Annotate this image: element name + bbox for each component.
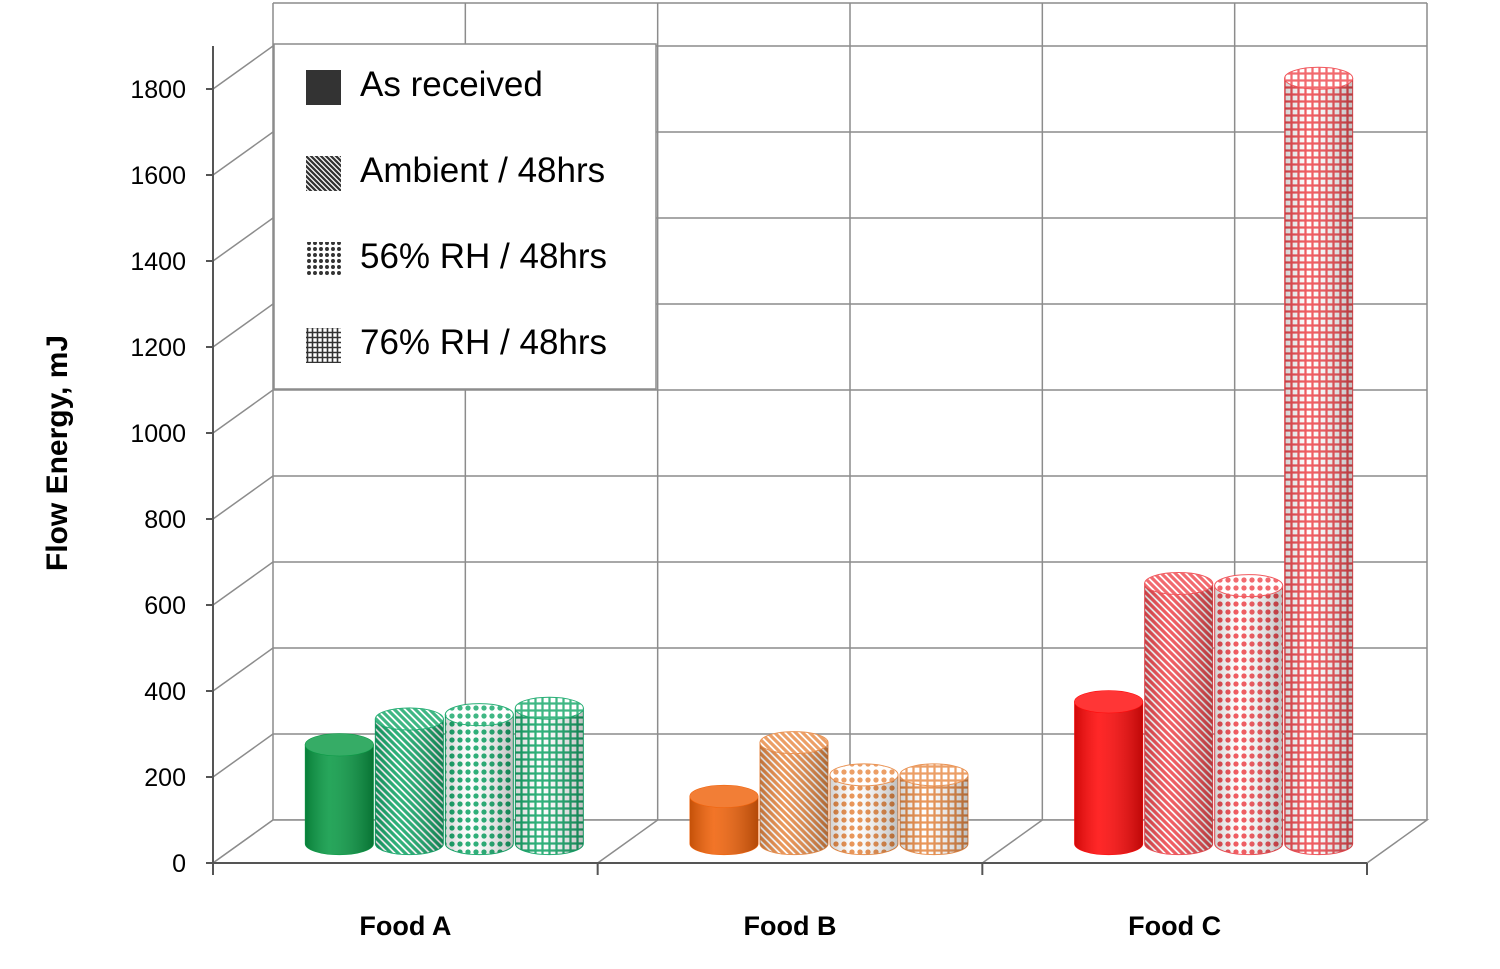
floor-divider <box>597 819 659 864</box>
bar-top <box>514 696 584 720</box>
bar-shade <box>690 796 758 855</box>
y-tick-label: 0 <box>172 850 186 878</box>
bar-top <box>374 707 444 731</box>
bar-top <box>689 784 759 808</box>
bar-shade <box>760 742 828 855</box>
bar-shade <box>900 774 968 855</box>
legend-label: As received <box>360 65 543 104</box>
bar-shade <box>305 744 374 855</box>
bar-cylinder <box>899 763 969 856</box>
y-tick-label: 1600 <box>130 162 186 190</box>
bar-shade <box>515 708 584 855</box>
gridline-side <box>212 389 274 434</box>
bar-shade <box>1074 701 1143 855</box>
bar-cylinder <box>759 731 829 856</box>
bar-top <box>899 763 969 787</box>
bar-cylinder <box>444 703 514 856</box>
bar-cylinder <box>1074 690 1144 856</box>
y-axis-title: Flow Energy, mJ <box>41 335 74 571</box>
bar-cylinder <box>374 707 444 856</box>
chart-labels: 0 200 400 600 800 1000 1200 1400 1600 1800 Food A F… <box>41 76 1221 941</box>
bar-top <box>1074 690 1144 714</box>
bar-top-highlight <box>515 697 584 720</box>
chart-bars <box>304 66 1354 856</box>
legend-label: Ambient / 48hrs <box>360 151 605 190</box>
y-tick-label: 800 <box>144 506 186 534</box>
chart-legend: As received Ambient / 48hrs 56% RH / 48hrs… <box>273 43 657 390</box>
bar-top <box>829 763 899 787</box>
y-tick-label: 1200 <box>130 334 186 362</box>
bar-top <box>1214 574 1284 598</box>
bar-shade <box>1214 585 1283 855</box>
gridline-side <box>212 561 274 606</box>
bar-cylinder <box>1144 572 1214 856</box>
floor-divider <box>981 819 1043 864</box>
gridline-side <box>212 217 274 262</box>
bar-cylinder <box>304 733 374 856</box>
y-tick-label: 600 <box>144 592 186 620</box>
gridline-side <box>212 45 274 90</box>
bar-top <box>759 731 829 755</box>
gridline-side <box>212 303 274 348</box>
gridline-side <box>212 733 274 778</box>
chart-axes <box>206 46 1368 875</box>
bar-shade <box>1144 583 1213 855</box>
bar-top-highlight <box>305 733 374 756</box>
x-category-label: Food B <box>744 911 837 941</box>
bar-top-highlight <box>830 763 898 786</box>
bar-cylinder <box>1284 66 1354 856</box>
bar-shade <box>445 714 514 855</box>
x-category-label: Food C <box>1128 911 1221 941</box>
gridline-side <box>212 475 274 520</box>
bar-top-highlight <box>1144 572 1213 595</box>
bar-top <box>444 703 514 727</box>
gridline-side <box>212 647 274 692</box>
bar-top <box>304 733 374 757</box>
legend-swatch <box>306 156 341 191</box>
bar-top-highlight <box>1214 574 1283 597</box>
bar-top-highlight <box>445 703 514 726</box>
bar-top-highlight <box>1074 690 1143 713</box>
bar-top <box>1144 572 1214 595</box>
bar-top-highlight <box>375 707 444 730</box>
bar-cylinder <box>829 763 899 856</box>
legend-label: 56% RH / 48hrs <box>360 237 607 276</box>
bar-shade <box>1284 78 1353 855</box>
bar-shade <box>830 774 898 855</box>
bar-cylinder <box>514 696 584 856</box>
bar-cylinder <box>1214 574 1284 856</box>
legend-swatch <box>306 242 341 277</box>
bar-top-highlight <box>1284 67 1353 90</box>
bar-top-highlight <box>760 731 828 754</box>
y-tick-label: 1800 <box>130 76 186 104</box>
x-category-label: Food A <box>359 911 451 941</box>
bar-top <box>1284 66 1354 90</box>
y-tick-label: 1000 <box>130 420 186 448</box>
legend-label: 76% RH / 48hrs <box>360 323 607 362</box>
legend-swatch <box>306 328 341 363</box>
legend-swatch <box>306 70 341 105</box>
bar-shade <box>375 718 444 855</box>
bar-cylinder <box>689 784 759 856</box>
y-tick-label: 200 <box>144 764 186 792</box>
bar-top-highlight <box>690 785 758 808</box>
y-tick-label: 400 <box>144 678 186 706</box>
gridline-side <box>212 131 274 176</box>
y-tick-label: 1400 <box>130 248 186 276</box>
bar-top-highlight <box>900 763 968 786</box>
